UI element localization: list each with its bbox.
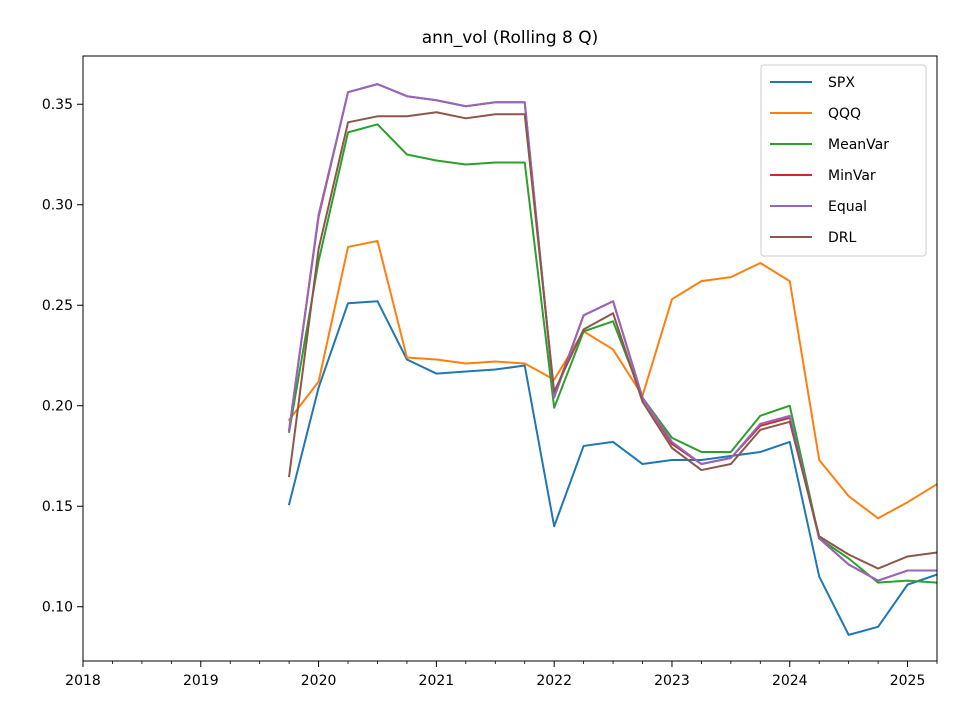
series-line-spx [287, 300, 937, 636]
x-tick-label: 2019 [183, 673, 219, 689]
legend-box [760, 64, 927, 257]
legend-label-minvar: MinVar [828, 168, 876, 184]
y-tick-label: 0.30 [42, 198, 73, 214]
y-tick-label: 0.10 [42, 600, 73, 616]
x-tick-label: 2021 [419, 673, 455, 689]
y-tick-label: 0.15 [42, 499, 73, 515]
series-line-equal [288, 83, 937, 582]
plot-frame [82, 55, 938, 662]
x-tick-label: 2024 [772, 673, 808, 689]
x-tick-label: 2020 [301, 673, 337, 689]
legend: SPX QQQ MeanVar MinVar Equal DRL [760, 64, 927, 257]
series-layer [287, 83, 937, 636]
legend-label-equal: Equal [828, 199, 867, 215]
y-axis: 0.10 0.15 0.20 0.25 0.30 0.35 [42, 97, 83, 616]
y-tick-label: 0.25 [42, 298, 73, 314]
x-tick-label: 2022 [536, 673, 572, 689]
series-line-meanvar [287, 123, 937, 584]
x-tick-label: 2025 [890, 673, 926, 689]
x-tick-label: 2018 [65, 673, 101, 689]
legend-label-spx: SPX [828, 75, 855, 91]
series-line-drl [288, 111, 937, 570]
legend-label-drl: DRL [828, 230, 857, 246]
chart-title: ann_vol (Rolling 8 Q) [422, 28, 599, 48]
x-tick-label: 2023 [654, 673, 690, 689]
y-tick-label: 0.20 [42, 399, 73, 415]
legend-label-qqq: QQQ [828, 106, 861, 122]
x-axis: 2018 2019 2020 2021 2022 2023 2024 2025 [65, 661, 938, 689]
series-line-qqq [287, 239, 937, 520]
legend-label-meanvar: MeanVar [828, 137, 889, 153]
y-tick-label: 0.35 [42, 97, 73, 113]
